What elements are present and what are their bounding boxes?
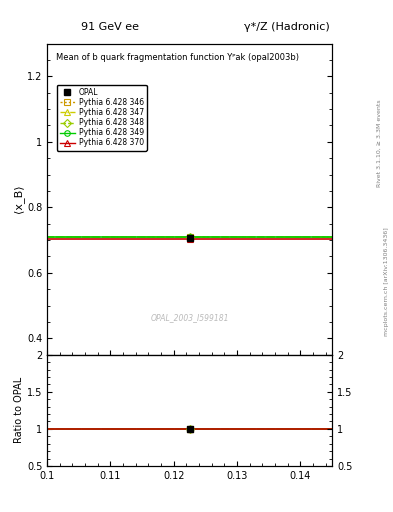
- Text: γ*/Z (Hadronic): γ*/Z (Hadronic): [244, 22, 330, 32]
- Text: Mean of b quark fragmentation function Υᴾak (opal2003b): Mean of b quark fragmentation function Υ…: [56, 53, 299, 62]
- Text: 91 GeV ee: 91 GeV ee: [81, 22, 139, 32]
- Y-axis label: Ratio to OPAL: Ratio to OPAL: [14, 377, 24, 443]
- Y-axis label: ⟨x_B⟩: ⟨x_B⟩: [13, 185, 24, 214]
- Legend: OPAL, Pythia 6.428 346, Pythia 6.428 347, Pythia 6.428 348, Pythia 6.428 349, Py: OPAL, Pythia 6.428 346, Pythia 6.428 347…: [57, 84, 147, 151]
- Text: mcplots.cern.ch [arXiv:1306.3436]: mcplots.cern.ch [arXiv:1306.3436]: [384, 227, 389, 336]
- Text: OPAL_2003_I599181: OPAL_2003_I599181: [151, 313, 229, 322]
- Text: Rivet 3.1.10, ≥ 3.3M events: Rivet 3.1.10, ≥ 3.3M events: [377, 99, 382, 187]
